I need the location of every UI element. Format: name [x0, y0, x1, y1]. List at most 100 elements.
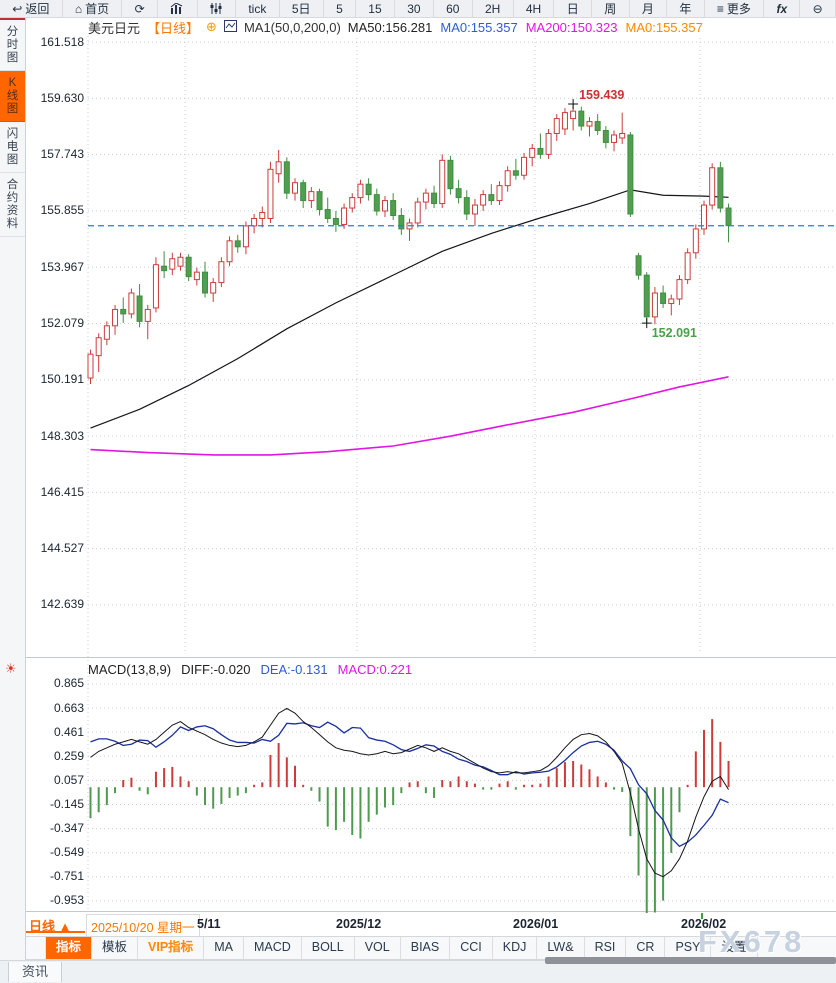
tab-char: 电 [6, 141, 19, 153]
formula-button[interactable]: fx [764, 0, 801, 17]
period-month-button-label: 月 [641, 1, 654, 16]
period-5-button-label: 5 [336, 1, 343, 16]
tab-char: 图 [6, 52, 19, 64]
period-selector-button[interactable]: 日线 ▲ [29, 919, 72, 934]
psy-button[interactable]: PSY [665, 937, 712, 959]
macd-group [89, 707, 730, 913]
period-5-button[interactable]: 5 [324, 0, 357, 17]
tab-char: 资 [6, 205, 19, 217]
vip-indicator-tab[interactable]: VIP指标 [138, 937, 205, 959]
tab-char: 图 [6, 103, 19, 115]
tab-char: 合 [6, 179, 19, 191]
triangle-up-icon: ▲ [58, 919, 72, 934]
more-button-label: 更多 [726, 1, 751, 16]
period-year-button-label: 年 [679, 1, 692, 16]
period-60-button-label: 60 [446, 1, 460, 16]
period-4h-button-label: 4H [525, 1, 542, 16]
ma-value-0: MA50:156.281 [347, 19, 433, 35]
date-axis: 日线 ▲ 2025/10/20 星期一 5/11 2025/12 2026/01 20… [25, 913, 836, 939]
period-2h-button-label: 2H [484, 1, 501, 16]
refresh-icon: ⟳ [134, 1, 145, 16]
low-annotation: 152.091 [652, 326, 697, 340]
period-month-button[interactable]: 月 [630, 0, 668, 17]
period-30-button-label: 30 [407, 1, 421, 16]
template-tab[interactable]: 模板 [92, 937, 139, 959]
settings-button[interactable]: 设置 [711, 937, 758, 959]
kdj-button[interactable]: KDJ [493, 937, 538, 959]
indicator-settings-button[interactable] [198, 0, 237, 17]
current-date-tick [701, 913, 703, 919]
refresh-button[interactable]: ⟳ [122, 0, 158, 17]
ma-settings-label: MA1(50,0,200,0) [243, 19, 341, 35]
period-week-button-label: 周 [604, 1, 617, 16]
macd-value-2: MACD:0.221 [337, 662, 413, 677]
cr-button[interactable]: CR [626, 937, 666, 959]
period-underline [25, 931, 85, 933]
add-overlay-icon[interactable]: ⊕ [206, 19, 217, 34]
period-day-button[interactable]: 日 [554, 0, 592, 17]
zoom-out-button[interactable]: ⊖ [800, 0, 836, 17]
vol-button[interactable]: VOL [355, 937, 401, 959]
back-button[interactable]: ↩ 返回 [0, 0, 63, 17]
high-annotation: 159.439 [579, 88, 624, 102]
period-year-button[interactable]: 年 [667, 0, 705, 17]
chart-header: 美元日元 【日线】 ⊕ MA1(50,0,200,0) MA50:156.281… [88, 19, 711, 36]
macd-header: MACD(13,8,9) DIFF:-0.020 DEA:-0.131 MACD:0… [88, 662, 422, 677]
tab-flash-chart[interactable]: 闪电图 [0, 122, 25, 173]
indicator-tab[interactable]: 指标 [46, 937, 93, 959]
period-30-button[interactable]: 30 [395, 0, 434, 17]
candles-group: 159.439 152.091 [87, 88, 836, 456]
ma-button[interactable]: MA [204, 937, 244, 959]
period-tick-button[interactable]: tick [236, 0, 280, 17]
period-week-button[interactable]: 周 [592, 0, 630, 17]
grid-lines [25, 36, 836, 912]
status-bar: 资讯 [0, 960, 836, 983]
back-icon: ↩ [12, 1, 23, 16]
dea-line [90, 721, 729, 848]
indicator-toolbar: 指标 模板 VIP指标 MA MACD BOLL VOL BIAS CCI KDJ LW& RSI CR… [25, 936, 836, 960]
macd-value-1: DEA:-0.131 [260, 662, 328, 677]
lwr-button[interactable]: LW& [537, 937, 585, 959]
tab-char: 时 [6, 39, 19, 51]
horizontal-scrollbar[interactable] [545, 957, 836, 964]
period-tick-button-label: tick [248, 1, 267, 16]
period-15-button-label: 15 [368, 1, 382, 16]
sidebar-top-accent [0, 17, 25, 20]
diff-line [90, 707, 729, 878]
macd-button[interactable]: MACD [244, 937, 302, 959]
tab-char: 约 [6, 192, 19, 204]
chart-type-button[interactable] [158, 0, 198, 17]
top-toolbar: ↩ 返回 ⌂ 首页 ⟳ tick 5日 5 15 30 60 2H 4H 日周月年 ≡ 更多 fx ⊖ [0, 0, 836, 18]
back-button-label: 返回 [25, 1, 50, 16]
date-tick-label: 5/11 [197, 917, 221, 931]
bias-button[interactable]: BIAS [401, 937, 451, 959]
boll-button[interactable]: BOLL [302, 937, 355, 959]
live-flash-icon[interactable]: ☀ [5, 661, 17, 676]
home-button-label: 首页 [85, 1, 110, 16]
rsi-button[interactable]: RSI [585, 937, 627, 959]
period-tag: 【日线】 [147, 20, 200, 36]
period-5d-button[interactable]: 5日 [280, 0, 324, 17]
news-tab[interactable]: 资讯 [8, 962, 62, 982]
period-15-button[interactable]: 15 [356, 0, 395, 17]
period-60-button[interactable]: 60 [434, 0, 473, 17]
hovered-date-readout: 2025/10/20 星期一 [86, 914, 200, 939]
period-2h-button[interactable]: 2H [473, 0, 514, 17]
tab-time-chart[interactable]: 分时图 [0, 20, 25, 71]
more-button[interactable]: ≡ 更多 [705, 0, 765, 17]
period-day-button-label: 日 [566, 1, 579, 16]
tab-char: 分 [6, 26, 19, 38]
tab-char: 料 [6, 218, 19, 230]
period-5d-button-label: 5日 [291, 1, 311, 16]
home-button[interactable]: ⌂ 首页 [63, 0, 123, 17]
tab-char: 图 [6, 154, 19, 166]
period-4h-button[interactable]: 4H [514, 0, 555, 17]
cci-button[interactable]: CCI [450, 937, 493, 959]
home-icon: ⌂ [74, 1, 83, 16]
ma-value-3: MA0:155.357 [625, 19, 703, 35]
tab-contract-info[interactable]: 合约资料 [0, 173, 25, 237]
